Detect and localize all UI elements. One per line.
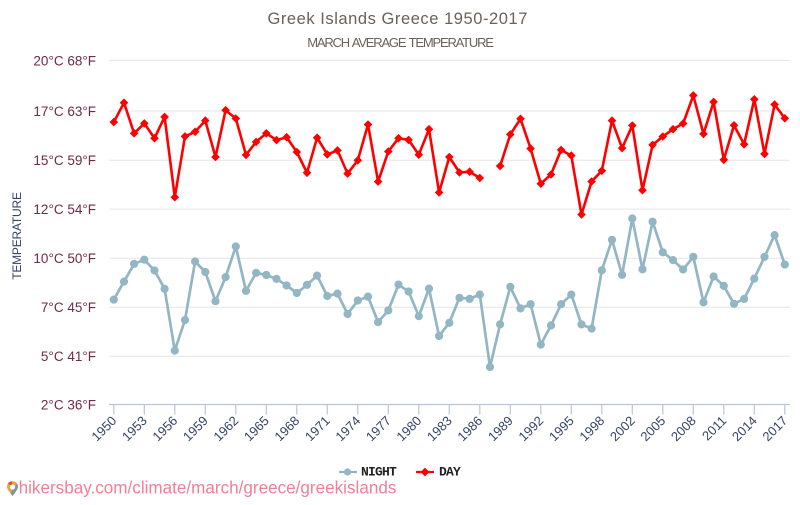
svg-text:10°C 50°F: 10°C 50°F xyxy=(33,251,96,266)
svg-text:TEMPERATURE: TEMPERATURE xyxy=(10,192,24,280)
svg-text:NIGHT: NIGHT xyxy=(361,465,397,480)
svg-text:2°C 36°F: 2°C 36°F xyxy=(41,397,96,412)
svg-text:15°C 59°F: 15°C 59°F xyxy=(33,153,96,168)
svg-text:5°C 41°F: 5°C 41°F xyxy=(41,349,96,364)
svg-text:DAY: DAY xyxy=(439,465,461,480)
svg-text:7°C 45°F: 7°C 45°F xyxy=(41,300,96,315)
svg-text:Greek Islands Greece 1950-2017: Greek Islands Greece 1950-2017 xyxy=(267,10,527,28)
svg-text:20°C 68°F: 20°C 68°F xyxy=(33,53,96,68)
svg-text:12°C 54°F: 12°C 54°F xyxy=(33,202,96,217)
svg-text:hikersbay.com/climate/march/gr: hikersbay.com/climate/march/greece/greek… xyxy=(19,478,397,497)
svg-text:17°C 63°F: 17°C 63°F xyxy=(33,104,96,119)
svg-text:MARCH AVERAGE TEMPERATURE: MARCH AVERAGE TEMPERATURE xyxy=(307,35,494,50)
